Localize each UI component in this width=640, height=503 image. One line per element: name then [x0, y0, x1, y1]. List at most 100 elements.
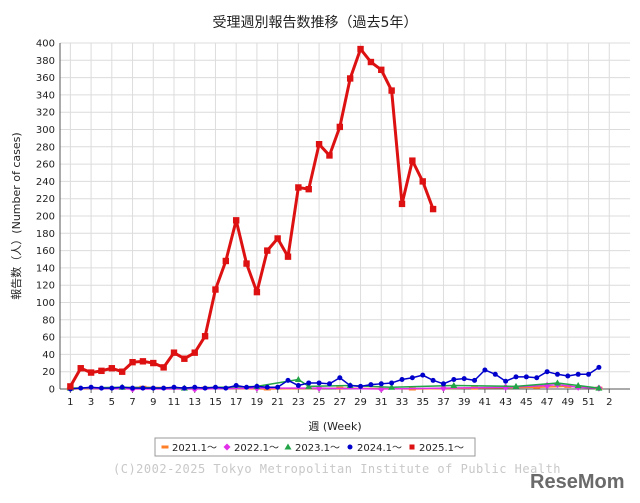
- x-tick-label: 9: [150, 397, 156, 408]
- data-point: [130, 385, 136, 391]
- legend-box: [154, 437, 476, 457]
- data-point: [503, 378, 509, 384]
- data-point: [389, 380, 395, 386]
- data-point: [461, 376, 467, 382]
- data-point: [223, 385, 229, 391]
- y-tick-label: 260: [36, 160, 55, 171]
- data-point: [118, 368, 126, 375]
- x-axis-label: 週 (Week): [308, 420, 361, 433]
- data-point: [129, 358, 136, 366]
- data-point: [305, 382, 313, 389]
- data-point: [243, 260, 250, 267]
- y-tick-label: 300: [36, 125, 55, 136]
- data-point: [574, 382, 582, 389]
- x-tick-label: 49: [561, 397, 574, 408]
- data-point: [595, 384, 603, 391]
- legend: 2021.1～ 2022.1～ 2023.1～ 2024.1～ 2025.1～: [154, 437, 476, 457]
- data-point: [337, 375, 343, 381]
- grid-layer: [60, 42, 630, 390]
- legend-item-2: 2023.1～: [284, 443, 340, 454]
- y-tick-label: 380: [36, 56, 55, 67]
- data-point: [212, 286, 219, 293]
- data-point: [285, 377, 291, 383]
- data-point: [98, 367, 105, 375]
- legend-marker: [347, 444, 353, 450]
- data-point: [295, 184, 302, 191]
- data-point: [305, 185, 312, 193]
- data-point: [586, 371, 592, 377]
- legend-label: 2023.1～: [295, 443, 340, 454]
- x-tick-label: 29: [354, 397, 367, 408]
- data-point: [192, 384, 198, 390]
- x-tick-label: 47: [541, 397, 554, 408]
- data-point: [150, 359, 157, 367]
- legend-label: 2021.1～: [172, 443, 217, 454]
- copyright-text: (C)2002-2025 Tokyo Metropolitan Institut…: [113, 462, 561, 476]
- series-4: [67, 45, 437, 390]
- data-point: [274, 235, 281, 242]
- data-point: [253, 288, 261, 296]
- data-point: [244, 384, 250, 390]
- legend-item-1: 2022.1～: [223, 443, 279, 454]
- data-point: [419, 178, 426, 185]
- data-point: [98, 385, 104, 391]
- data-point: [171, 384, 177, 390]
- data-point: [336, 123, 344, 131]
- x-tick-label: 45: [520, 397, 533, 408]
- x-tick-label: 27: [333, 397, 346, 408]
- x-tick-label: 23: [292, 397, 305, 408]
- data-point: [264, 384, 270, 390]
- data-point: [367, 58, 375, 66]
- data-point: [534, 375, 540, 381]
- data-point: [378, 66, 385, 74]
- y-tick-label: 360: [36, 73, 55, 84]
- data-point: [170, 349, 178, 356]
- data-point: [295, 383, 301, 389]
- y-axis-label: 報告数（人）(Number of cases): [10, 132, 23, 299]
- data-point: [429, 205, 437, 213]
- data-point: [409, 375, 415, 381]
- data-point: [554, 371, 560, 377]
- data-point: [254, 383, 260, 389]
- data-point: [553, 379, 561, 386]
- x-tick-label: 21: [271, 397, 284, 408]
- data-point: [150, 385, 156, 391]
- x-tick-label: 43: [499, 397, 512, 408]
- x-tick-label: 33: [396, 397, 409, 408]
- data-point: [358, 383, 364, 389]
- data-point: [472, 377, 478, 383]
- data-point: [346, 75, 354, 82]
- x-tick-label: 11: [168, 397, 181, 408]
- data-point: [139, 358, 147, 365]
- x-tick-label: 3: [88, 397, 94, 408]
- data-point: [513, 374, 519, 380]
- data-point: [306, 380, 312, 386]
- data-point: [108, 365, 116, 372]
- data-point: [482, 367, 488, 373]
- legend-item-3: 2024.1～: [347, 443, 402, 454]
- data-point: [67, 383, 74, 390]
- data-point: [326, 381, 332, 387]
- x-tick-label: 41: [479, 397, 492, 408]
- data-point: [201, 333, 209, 340]
- legend-label: 2025.1～: [419, 443, 464, 454]
- series-3: [67, 364, 602, 392]
- data-point: [596, 364, 602, 370]
- data-point: [315, 141, 323, 148]
- y-tick-label: 20: [42, 367, 55, 378]
- y-tick-label: 400: [36, 39, 55, 50]
- data-point: [77, 365, 84, 372]
- x-tick-label: 5: [109, 397, 115, 408]
- data-point: [451, 376, 457, 382]
- data-point: [140, 385, 146, 391]
- y-tick-label: 180: [36, 229, 55, 240]
- y-tick-label: 240: [36, 177, 55, 188]
- legend-item-0: 2021.1～: [161, 443, 217, 454]
- y-tick-label: 200: [36, 212, 55, 223]
- x-tick-label: 19: [251, 397, 264, 408]
- x-tick-label: 31: [375, 397, 388, 408]
- data-point: [264, 247, 271, 254]
- chart-title: 受理週別報告数推移（過去5年）: [213, 15, 418, 31]
- data-point: [492, 371, 498, 377]
- y-tick-label: 160: [36, 246, 55, 257]
